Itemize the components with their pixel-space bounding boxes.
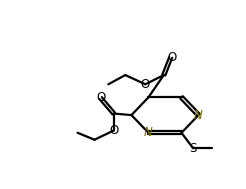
Text: O: O — [167, 51, 176, 64]
Text: S: S — [189, 142, 197, 155]
Text: O: O — [96, 91, 105, 104]
Text: O: O — [109, 124, 118, 137]
Text: O: O — [141, 78, 150, 91]
Text: N: N — [194, 108, 203, 122]
Text: N: N — [144, 126, 153, 139]
